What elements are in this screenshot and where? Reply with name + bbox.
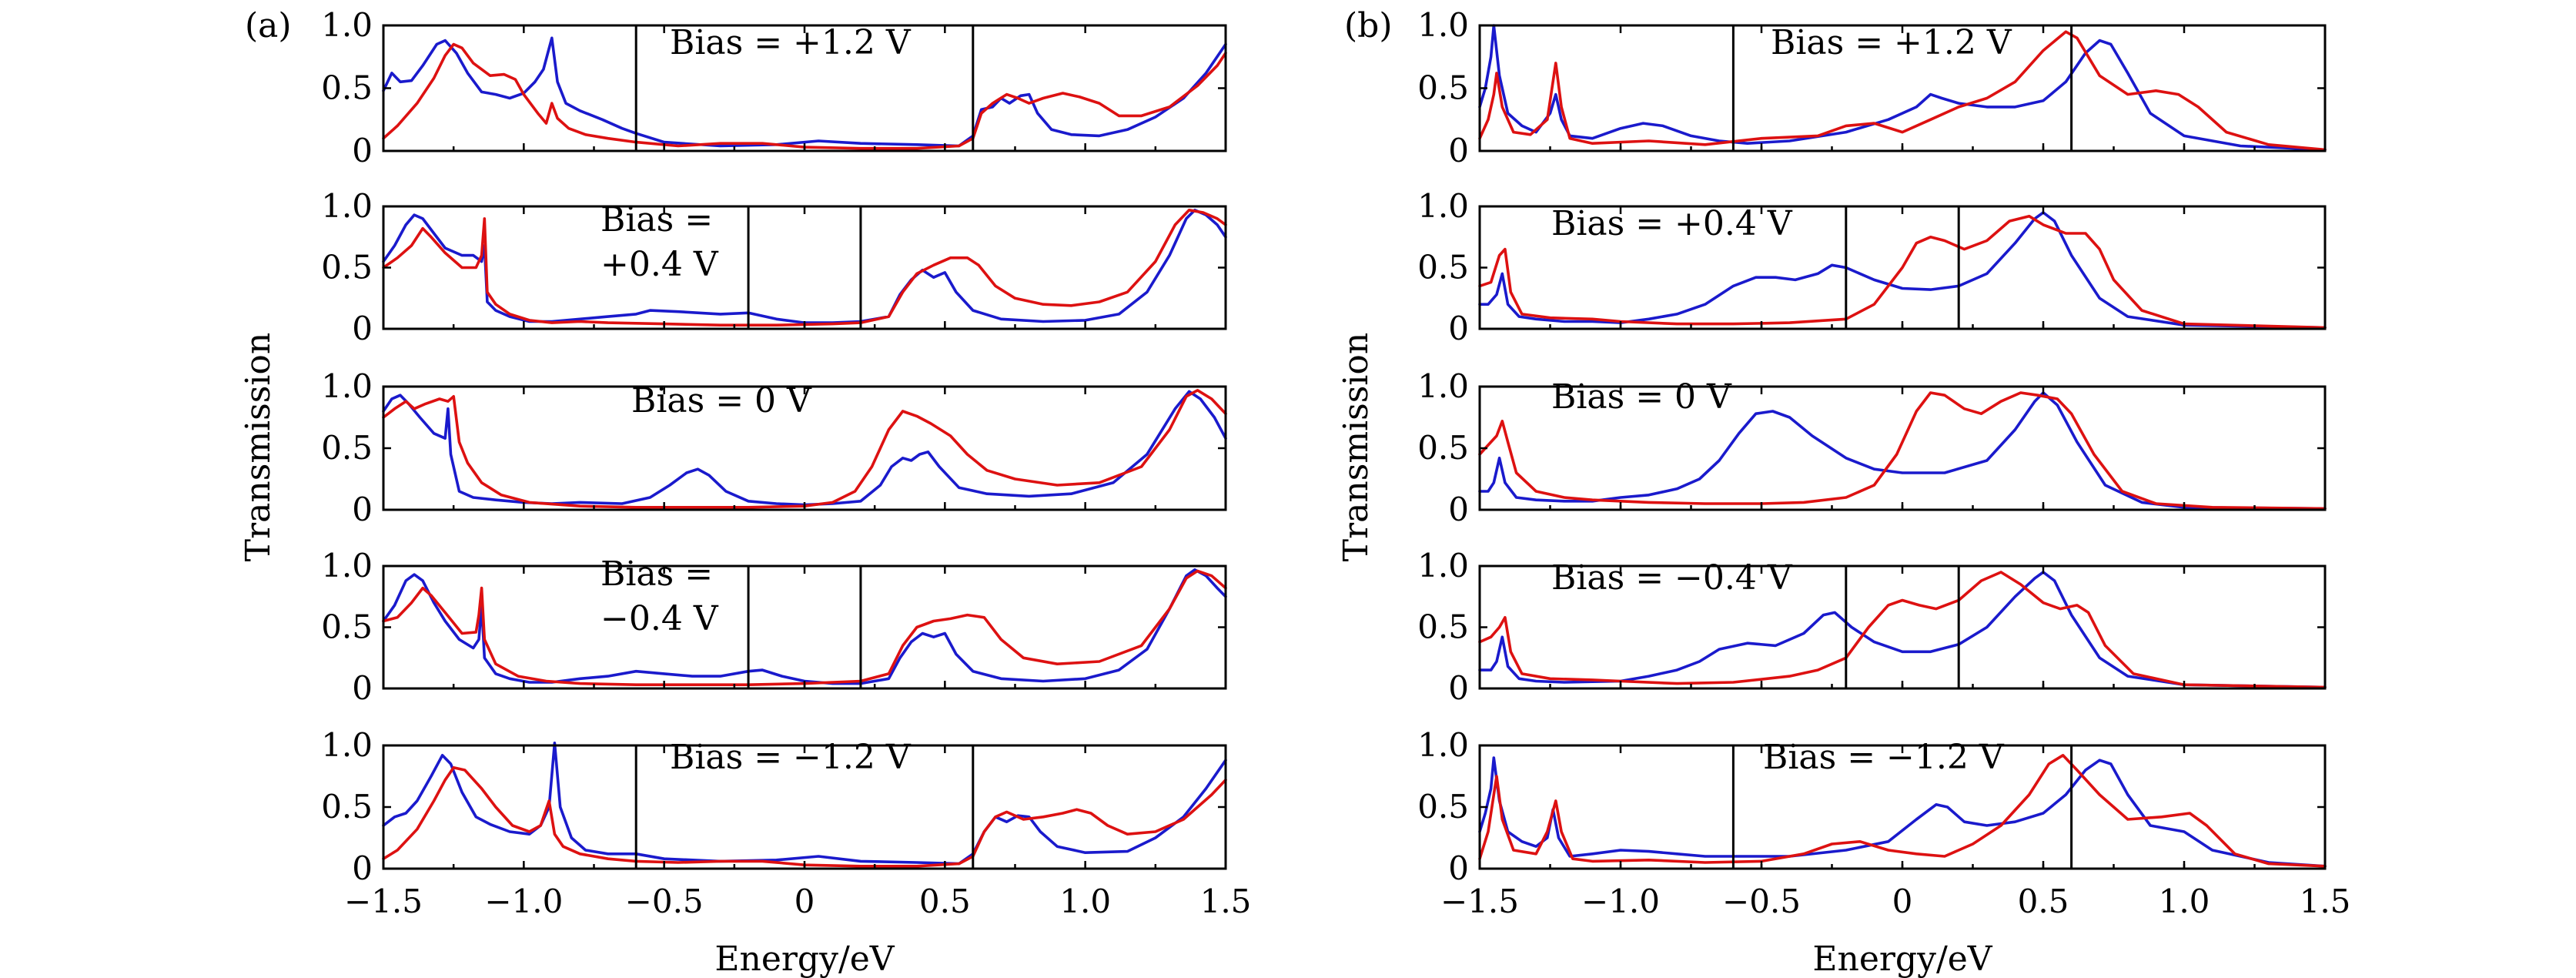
bias-label: −0.4 V (601, 599, 719, 638)
y-axis-title: Transmission (239, 333, 278, 561)
x-tick-label: −0.5 (1722, 883, 1801, 920)
transmission-curve-blue (382, 390, 1227, 507)
x-tick-label: 0 (1892, 883, 1913, 920)
y-tick-label: 0.5 (321, 69, 373, 107)
y-tick-label: 0 (1448, 849, 1469, 887)
bias-label: Bias = (601, 554, 713, 594)
y-tick-label: 1.0 (321, 6, 373, 44)
y-tick-label: 0.5 (1417, 608, 1469, 646)
x-tick-label: 0.5 (919, 883, 971, 920)
panel-label: (b) (1344, 6, 1393, 45)
panel-a: (a) Transmission 0 0.5 1.0 Bias = +1.2 V 0 0.5 1… (239, 6, 1251, 978)
x-axis-title: Energy/eV (714, 939, 895, 978)
transmission-curve-blue (382, 208, 1227, 324)
transmission-curve-red (1478, 753, 2327, 868)
bias-label: Bias = 0 V (1551, 377, 1732, 417)
panel-b: (b) Transmission 0 0.5 1.0 Bias = +1.2 V 0 0.5 1… (1337, 6, 2350, 978)
y-tick-label: 0.5 (1417, 429, 1469, 467)
x-tick-label: −1.0 (484, 883, 563, 920)
transmission-curve-red (382, 765, 1227, 868)
subplot-5: 0 0.5 1.0 Bias = −1.2 V (1417, 726, 2327, 887)
y-tick-label: 0 (1448, 310, 1469, 347)
y-tick-label: 1.0 (1417, 6, 1469, 44)
x-axis-title: Energy/eV (1812, 939, 1992, 978)
bias-label: Bias = −1.2 V (670, 738, 912, 777)
y-tick-label: 0.5 (1417, 788, 1469, 826)
x-tick-label: 1.5 (2300, 883, 2351, 920)
y-tick-label: 0 (1448, 132, 1469, 169)
y-tick-label: 0.5 (1417, 69, 1469, 107)
x-tick-label: 1.0 (2159, 883, 2210, 920)
x-tick-label: 0.5 (2018, 883, 2069, 920)
x-tick-label: 1.5 (1200, 883, 1252, 920)
x-tick-label: 0 (795, 883, 815, 920)
panel-label: (a) (245, 6, 292, 45)
y-tick-label: 0 (352, 849, 373, 887)
subplot-3: 0 0.5 1.0 Bias = 0 V (321, 367, 1227, 528)
subplot-2: 0 0.5 1.0 Bias = +0.4 V (1417, 187, 2327, 347)
x-tick-label: −0.5 (625, 883, 704, 920)
bias-label: Bias = (601, 200, 713, 239)
y-tick-label: 0.5 (321, 608, 373, 646)
y-tick-label: 0 (352, 669, 373, 707)
transmission-curve-red (1478, 30, 2327, 152)
y-tick-label: 0 (1448, 669, 1469, 707)
subplot-4: 0 0.5 1.0 Bias = −0.4 V (321, 547, 1227, 707)
subplot-1: 0 0.5 1.0 Bias = +1.2 V (1417, 6, 2327, 169)
transmission-curve-blue (1478, 571, 2327, 689)
bias-label: Bias = +1.2 V (670, 23, 912, 62)
transmission-curve-blue (382, 741, 1227, 866)
x-tick-label: 1.0 (1059, 883, 1111, 920)
bias-label: Bias = −0.4 V (1551, 558, 1793, 598)
y-axis-title: Transmission (1337, 333, 1376, 561)
y-tick-label: 1.0 (1417, 726, 1469, 764)
y-tick-label: 0 (352, 132, 373, 169)
subplot-5: 0 0.5 1.0 Bias = −1.2 V (321, 726, 1227, 887)
transmission-curve-blue (1478, 391, 2327, 511)
plot-frame (382, 205, 1227, 330)
bias-label: Bias = +0.4 V (1551, 204, 1793, 243)
bias-label: Bias = −1.2 V (1763, 738, 2005, 777)
x-tick-label: −1.0 (1581, 883, 1660, 920)
transmission-curve-blue (1478, 24, 2327, 152)
bias-label: Bias = +1.2 V (1771, 23, 2012, 62)
y-tick-label: 1.0 (1417, 547, 1469, 584)
x-tick-label: −1.5 (1440, 883, 1519, 920)
bias-label: +0.4 V (601, 245, 719, 284)
subplot-4: 0 0.5 1.0 Bias = −0.4 V (1417, 547, 2327, 707)
y-tick-label: 0 (352, 491, 373, 528)
bias-label: Bias = 0 V (631, 381, 812, 420)
transmission-curve-red (382, 42, 1227, 150)
y-tick-label: 0 (1448, 491, 1469, 528)
y-tick-label: 0.5 (321, 249, 373, 286)
transmission-curve-blue (382, 36, 1227, 148)
transmission-curve-blue (382, 568, 1227, 685)
y-tick-label: 0.5 (321, 429, 373, 467)
transmission-curve-red (1478, 214, 2327, 330)
transmission-curve-red (382, 569, 1227, 687)
transmission-curve-blue (1478, 756, 2327, 868)
transmission-curve-blue (1478, 211, 2327, 330)
x-tick-label: −1.5 (344, 883, 423, 920)
y-tick-label: 1.0 (321, 547, 373, 584)
transmission-curve-red (382, 208, 1227, 327)
y-tick-label: 1.0 (321, 187, 373, 225)
transmission-curve-red (1478, 571, 2327, 689)
y-tick-label: 1.0 (321, 726, 373, 764)
y-tick-label: 1.0 (1417, 187, 1469, 225)
y-tick-label: 1.0 (321, 367, 373, 405)
transmission-curve-red (382, 388, 1227, 509)
y-tick-label: 0 (352, 310, 373, 347)
transmission-curve-red (1478, 391, 2327, 511)
subplot-1: 0 0.5 1.0 Bias = +1.2 V (321, 6, 1227, 169)
y-tick-label: 0.5 (1417, 249, 1469, 286)
subplot-3: 0 0.5 1.0 Bias = 0 V (1417, 367, 2327, 528)
y-tick-label: 1.0 (1417, 367, 1469, 405)
subplot-2: 0 0.5 1.0 Bias = +0.4 V (321, 187, 1227, 347)
y-tick-label: 0.5 (321, 788, 373, 826)
